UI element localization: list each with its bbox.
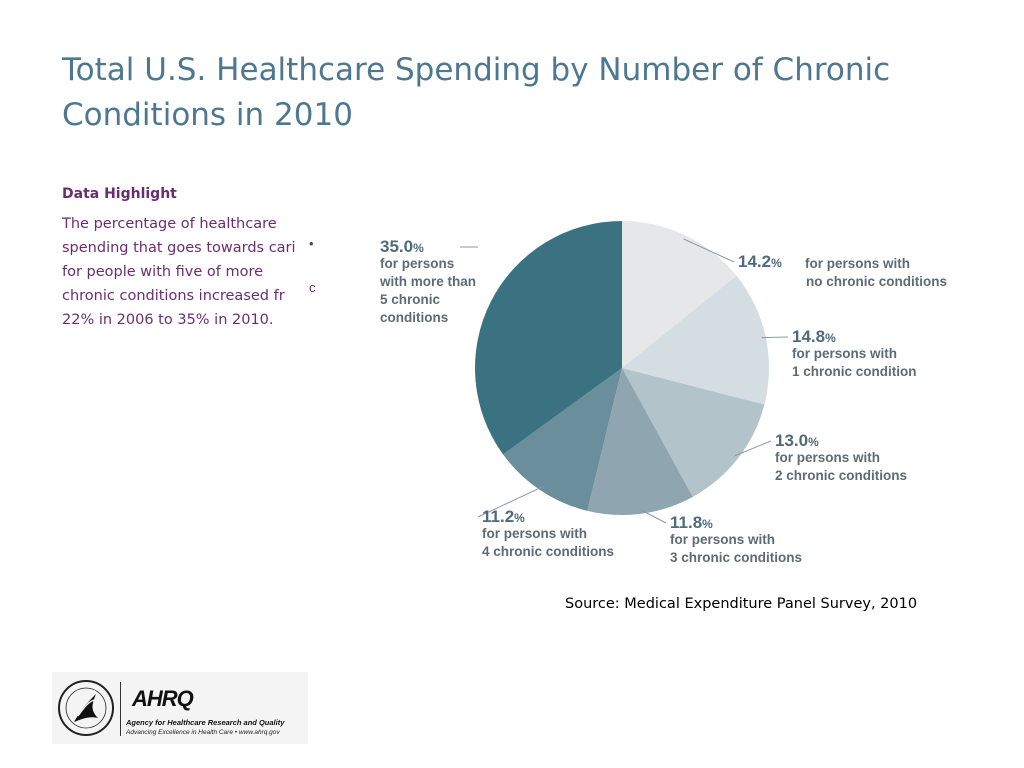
data-highlight-text: The percentage of healthcare spending th… xyxy=(62,216,296,328)
slice-description-5-line-2: 5 chronic xyxy=(380,292,441,307)
slice-description-1-line-1: 1 chronic condition xyxy=(792,364,917,379)
data-highlight-heading: Data Highlight xyxy=(62,186,177,202)
slice-description-3-line-0: for persons with xyxy=(670,532,775,547)
slice-percent-label-1: 14.8% xyxy=(792,327,836,346)
leader-line-3 xyxy=(640,509,667,524)
slice-description-2-line-0: for persons with xyxy=(775,450,880,465)
ahrq-wordmark: AHRQ xyxy=(132,686,194,711)
leader-line-0 xyxy=(683,238,735,263)
slice-percent-label-0: 14.2% xyxy=(738,252,782,271)
slice-description-4-line-0: for persons with xyxy=(482,526,587,541)
slice-description-4-line-1: 4 chronic conditions xyxy=(482,544,614,559)
pie-slice-2 xyxy=(622,368,765,497)
source-note: Source: Medical Expenditure Panel Survey… xyxy=(565,596,918,612)
slide-title: Total U.S. Healthcare Spending by Number… xyxy=(62,52,891,133)
pie-slice-5 xyxy=(475,221,622,455)
pie-slice-4 xyxy=(503,368,622,511)
slice-description-5-line-1: with more than xyxy=(379,274,476,289)
pie-slice-1 xyxy=(622,275,769,405)
pie-chart: 14.2% for persons with no chronic conditio… xyxy=(379,221,947,565)
slice-percent-label-4: 11.2% xyxy=(482,507,525,526)
pie-slice-0 xyxy=(622,221,737,368)
slice-percent-label-5: 35.0% xyxy=(380,237,424,256)
ahrq-logo: AHRQ Agency for Healthcare Research and … xyxy=(52,672,308,744)
slice-percent-label-3: 11.8% xyxy=(670,513,713,532)
slice-description-0-line-1: no chronic conditions xyxy=(806,274,947,289)
slice-description-5-line-0: for persons xyxy=(380,256,454,271)
slice-description-5-line-3: conditions xyxy=(380,310,448,325)
slice-description-1-line-0: for persons with xyxy=(792,346,897,361)
pie-slice-3 xyxy=(587,368,693,515)
slice-percent-label-2: 13.0% xyxy=(775,431,819,450)
leader-line-4 xyxy=(477,486,543,518)
logo-divider xyxy=(120,682,121,736)
highlight-text-fragment: c xyxy=(309,280,316,295)
hhs-seal-icon xyxy=(58,680,114,736)
slice-description-3-line-1: 3 chronic conditions xyxy=(670,550,802,565)
slice-description-0-line-0: for persons with xyxy=(805,256,910,271)
leader-line-1 xyxy=(761,336,789,339)
agency-tagline: Advancing Excellence in Health Care • ww… xyxy=(126,729,280,736)
leader-line-2 xyxy=(734,440,772,457)
slice-description-2-line-1: 2 chronic conditions xyxy=(775,468,907,483)
highlight-bullet-fragment: • xyxy=(309,236,314,251)
agency-name: Agency for Healthcare Research and Quali… xyxy=(126,718,285,727)
